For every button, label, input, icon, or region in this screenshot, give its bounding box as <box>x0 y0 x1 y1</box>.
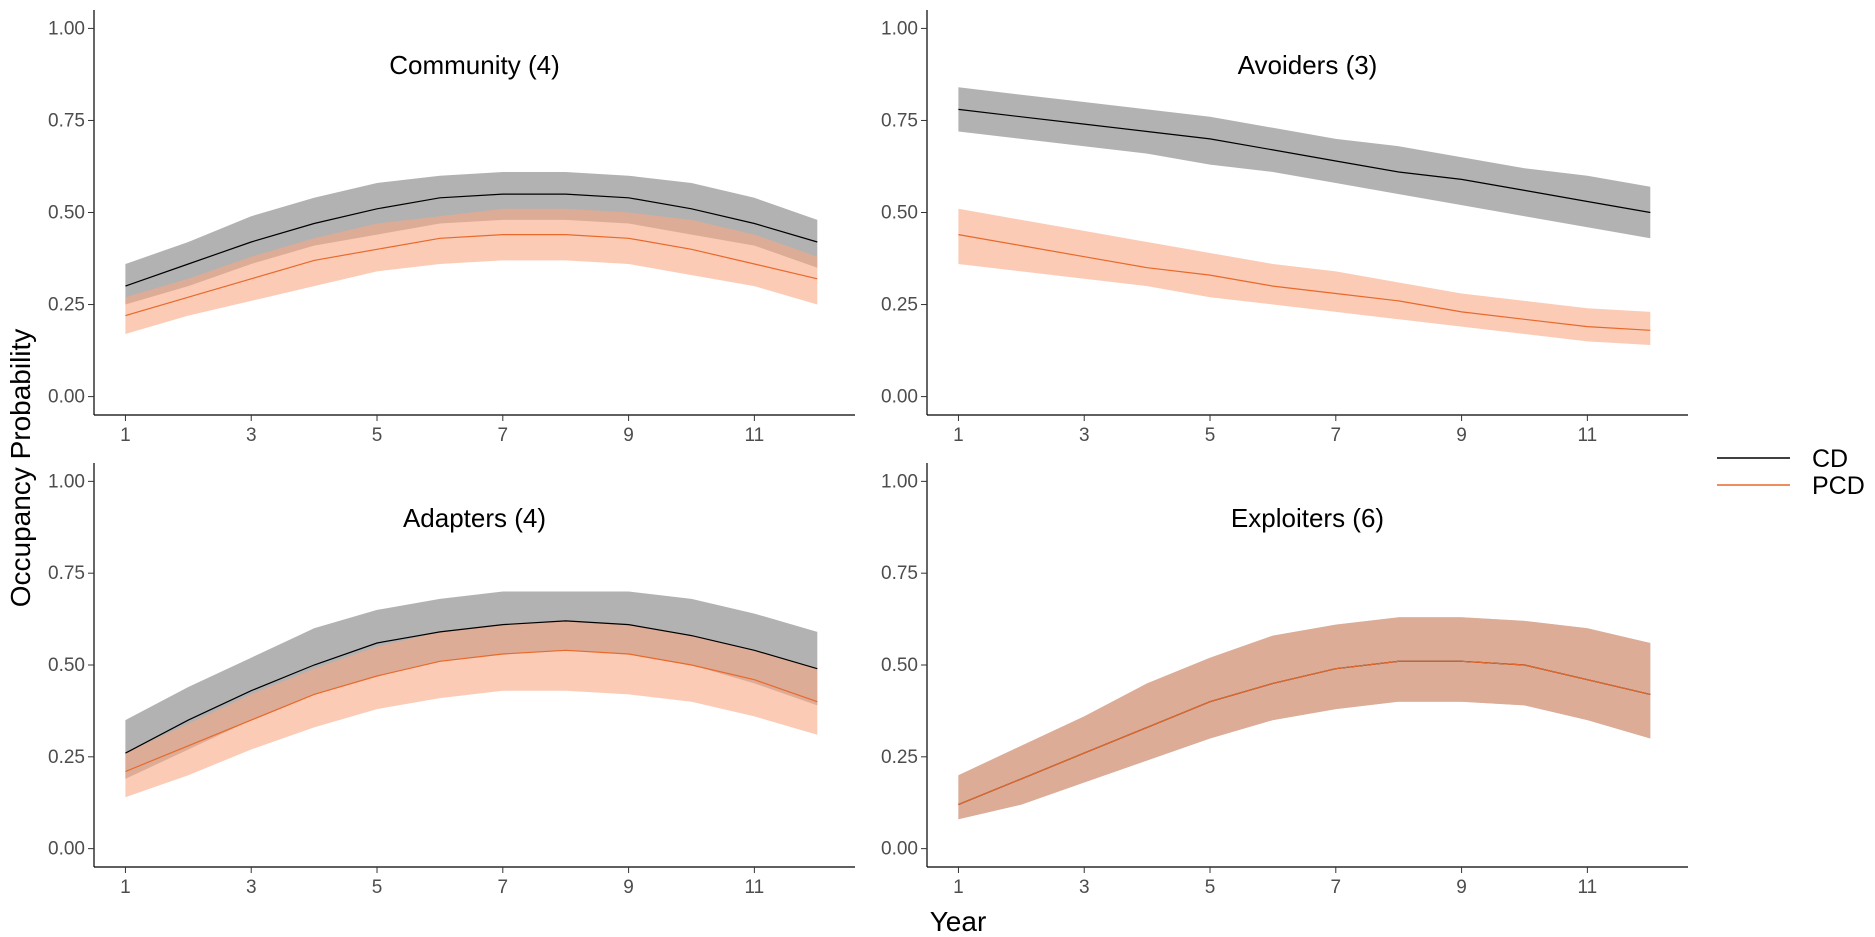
line-cd <box>125 193 818 287</box>
line-pcd <box>125 234 818 317</box>
y-tick-label: 0.00 <box>881 387 918 408</box>
x-tick-label: 5 <box>1205 425 1216 446</box>
panel-title: Adapters (4) <box>403 503 546 533</box>
y-tick-label: 1.00 <box>48 18 85 39</box>
band-pcd <box>125 620 818 798</box>
panel-title: Exploiters (6) <box>1231 503 1384 533</box>
panel-2: 0.00 0.25 0.50 0.75 1.00 1 3 5 7 9 11 Adapters (4) <box>48 463 855 898</box>
x-tick-label: 1 <box>120 425 131 446</box>
y-tick-label: 0.50 <box>48 203 85 224</box>
x-tick-label: 3 <box>1079 877 1090 898</box>
y-tick-label: 0.00 <box>881 839 918 860</box>
y-tick-label: 0.00 <box>48 839 85 860</box>
x-tick-label: 11 <box>1578 425 1598 446</box>
y-tick-label: 0.75 <box>48 563 85 584</box>
band-pcd <box>958 208 1651 345</box>
y-axis-title: Occupancy Probability <box>5 329 36 608</box>
panel-title: Community (4) <box>389 50 559 80</box>
y-tick-label: 0.25 <box>881 295 918 316</box>
x-tick-label: 1 <box>120 877 131 898</box>
legend-label-cd: CD <box>1812 445 1848 473</box>
x-axis-title: Year <box>930 906 987 937</box>
y-tick-label: 1.00 <box>881 471 918 492</box>
y-tick-label: 1.00 <box>48 471 85 492</box>
x-tick-label: 9 <box>1456 877 1467 898</box>
y-tick-label: 0.25 <box>48 747 85 768</box>
panel-3: 0.00 0.25 0.50 0.75 1.00 1 3 5 7 9 11 Exploiters (6… <box>881 463 1688 898</box>
panel-1: 0.00 0.25 0.50 0.75 1.00 1 3 5 7 9 11 Avoiders (3) <box>881 10 1688 446</box>
y-tick-label: 0.25 <box>48 295 85 316</box>
y-tick-label: 0.25 <box>881 747 918 768</box>
x-tick-label: 7 <box>1331 425 1342 446</box>
line-cd <box>958 108 1651 214</box>
y-tick-label: 0.50 <box>881 203 918 224</box>
x-tick-label: 9 <box>623 425 634 446</box>
x-tick-label: 5 <box>1205 877 1216 898</box>
panel-0: 0.00 0.25 0.50 0.75 1.00 1 3 5 7 9 11 Community (4) <box>48 10 855 446</box>
x-tick-label: 3 <box>1079 425 1090 446</box>
line-cd <box>125 620 818 754</box>
line-pcd <box>958 660 1651 806</box>
x-tick-label: 5 <box>372 425 383 446</box>
band-pcd <box>958 617 1651 820</box>
x-tick-label: 7 <box>498 877 509 898</box>
y-tick-label: 0.50 <box>881 655 918 676</box>
y-tick-label: 0.75 <box>881 563 918 584</box>
x-tick-label: 7 <box>498 425 509 446</box>
line-pcd <box>958 234 1651 331</box>
y-tick-label: 1.00 <box>881 18 918 39</box>
x-tick-label: 3 <box>246 877 257 898</box>
legend-label-pcd: PCD <box>1812 472 1865 500</box>
x-tick-label: 11 <box>745 425 765 446</box>
x-tick-label: 9 <box>623 877 634 898</box>
panel-title: Avoiders (3) <box>1238 50 1378 80</box>
x-tick-label: 3 <box>246 425 257 446</box>
x-tick-label: 1 <box>953 425 964 446</box>
y-tick-label: 0.75 <box>48 110 85 131</box>
x-tick-label: 9 <box>1456 425 1467 446</box>
x-tick-label: 1 <box>953 877 964 898</box>
y-tick-label: 0.50 <box>48 655 85 676</box>
x-tick-label: 11 <box>745 877 765 898</box>
y-tick-label: 0.00 <box>48 387 85 408</box>
y-tick-label: 0.75 <box>881 110 918 131</box>
x-tick-label: 11 <box>1578 877 1598 898</box>
band-pcd <box>125 208 818 334</box>
line-pcd <box>125 649 818 773</box>
x-tick-label: 7 <box>1331 877 1342 898</box>
x-tick-label: 5 <box>372 877 383 898</box>
band-cd <box>958 87 1651 239</box>
band-cd <box>125 172 818 305</box>
